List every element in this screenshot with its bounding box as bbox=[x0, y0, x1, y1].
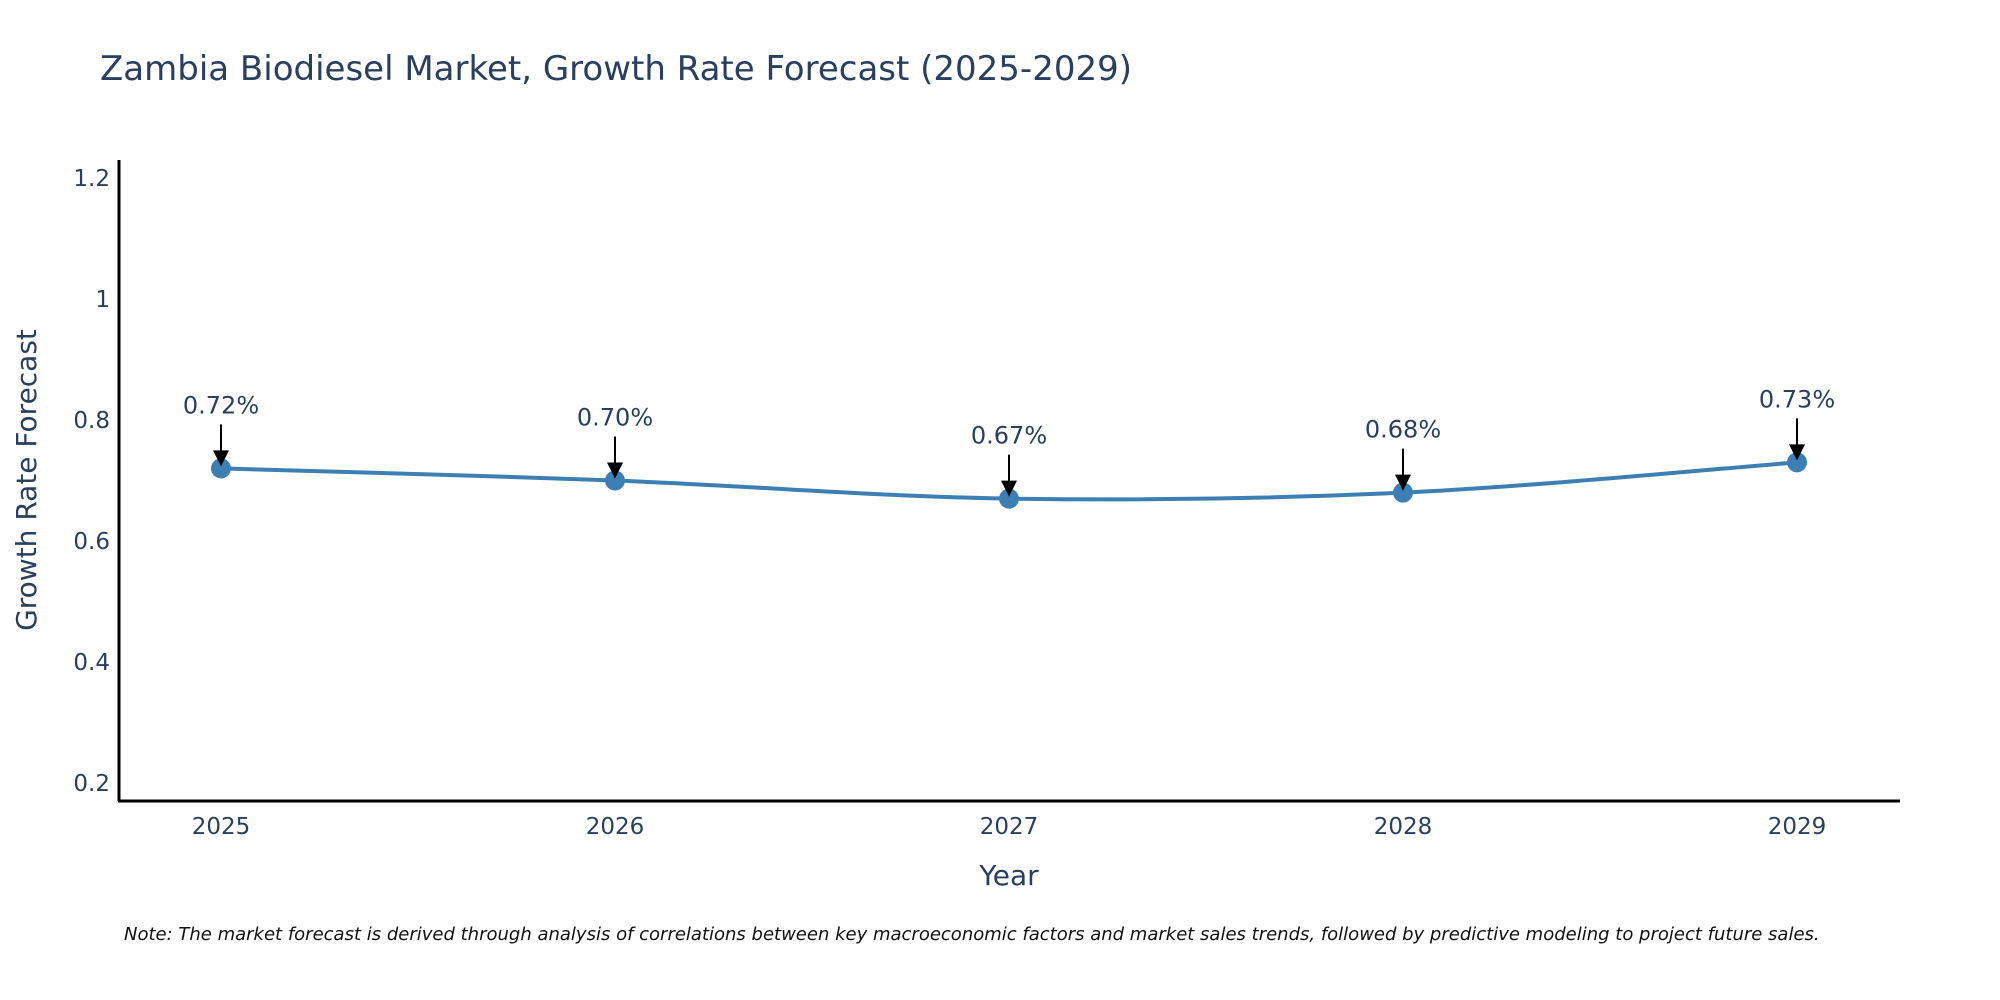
data-label: 0.72% bbox=[183, 391, 259, 419]
y-tick-label: 1.2 bbox=[73, 166, 110, 192]
data-point[interactable] bbox=[999, 488, 1019, 509]
annotation-arrow-head bbox=[1001, 480, 1017, 497]
data-label: 0.67% bbox=[971, 422, 1047, 450]
y-axis-title: Growth Rate Forecast bbox=[10, 329, 43, 631]
y-tick-label: 0.8 bbox=[73, 408, 110, 434]
y-tick-label: 0.6 bbox=[73, 529, 110, 555]
data-point[interactable] bbox=[1787, 452, 1807, 473]
x-axis-ticks: 2025 2026 2027 2028 2029 bbox=[192, 814, 1827, 840]
data-label: 0.70% bbox=[577, 404, 653, 432]
methodology-note: Note: The market forecast is derived thr… bbox=[124, 924, 1820, 945]
x-tick-label: 2029 bbox=[1768, 814, 1827, 840]
y-tick-label: 0.4 bbox=[73, 650, 110, 676]
data-point[interactable] bbox=[211, 458, 231, 479]
plot-area: 0.72% 0.70% 0.67% 0.68% 0.73% bbox=[183, 385, 1835, 509]
axes bbox=[117, 160, 1900, 803]
annotation-arrow-head bbox=[1395, 474, 1411, 491]
x-tick-label: 2027 bbox=[980, 814, 1039, 840]
chart-title: Zambia Biodiesel Market, Growth Rate For… bbox=[100, 49, 1132, 89]
data-label: 0.73% bbox=[1759, 385, 1835, 413]
y-axis-ticks: 0.2 0.4 0.6 0.8 1 1.2 bbox=[73, 166, 110, 797]
annotation-arrow-head bbox=[607, 462, 623, 479]
annotation-arrow-head bbox=[1789, 444, 1805, 461]
data-point[interactable] bbox=[1393, 482, 1413, 503]
data-label: 0.68% bbox=[1365, 416, 1441, 444]
x-tick-label: 2028 bbox=[1374, 814, 1433, 840]
data-point[interactable] bbox=[605, 470, 625, 491]
x-tick-label: 2025 bbox=[192, 814, 251, 840]
y-tick-label: 1 bbox=[95, 287, 110, 313]
y-tick-label: 0.2 bbox=[73, 771, 110, 797]
x-tick-label: 2026 bbox=[586, 814, 645, 840]
annotation-arrow-head bbox=[213, 450, 229, 467]
x-axis-title: Year bbox=[978, 859, 1039, 892]
